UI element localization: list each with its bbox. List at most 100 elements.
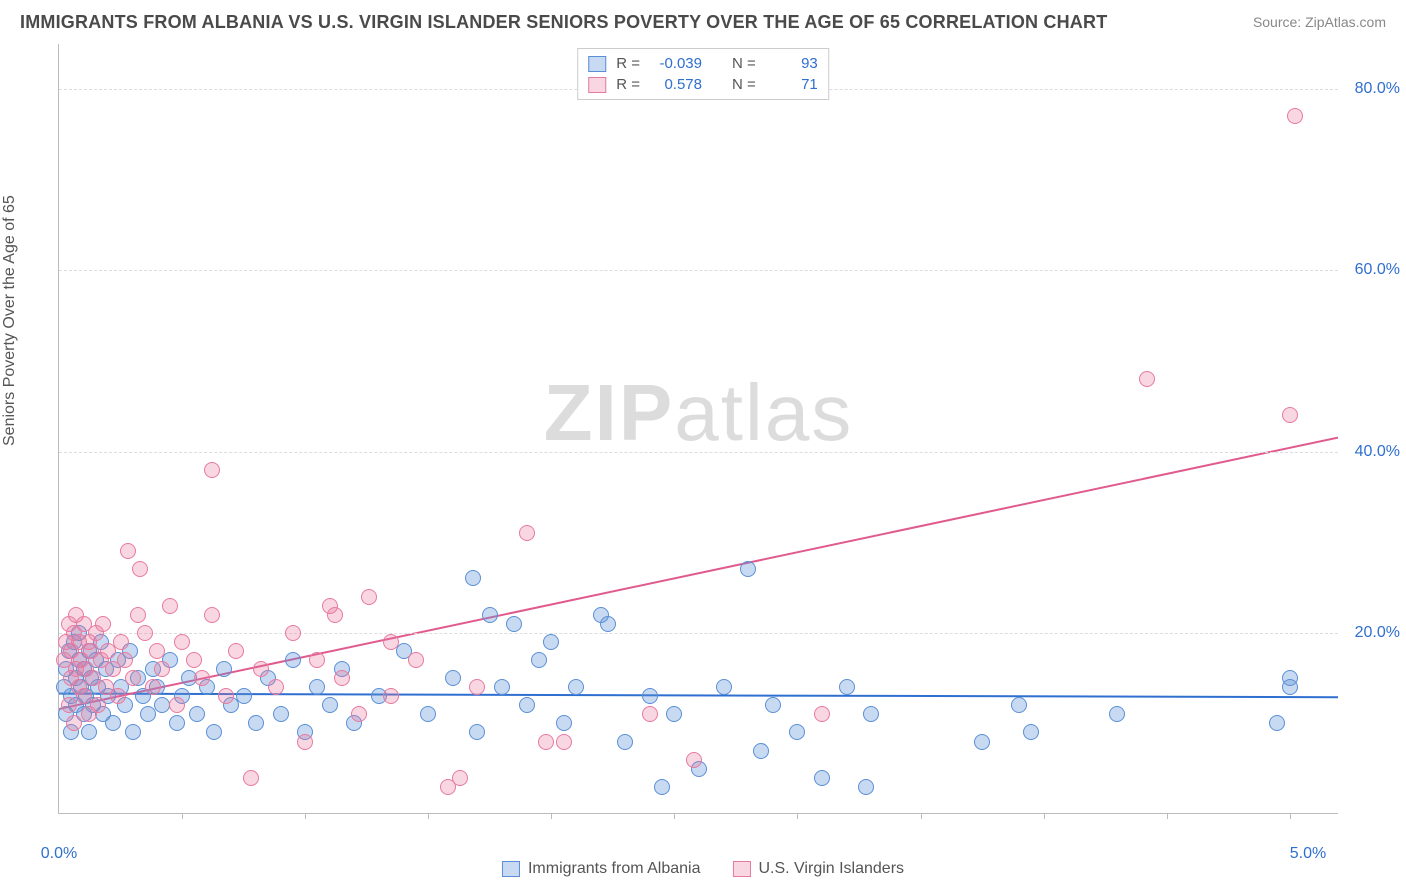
x-tick [1044,813,1045,819]
data-point-usvi [194,670,210,686]
n-value: 71 [766,76,818,93]
r-label: R = [616,55,640,72]
data-point-usvi [1287,108,1303,124]
y-tick-label: 80.0% [1355,80,1400,98]
data-point-usvi [113,634,129,650]
n-label: N = [732,76,756,93]
data-point-usvi [538,734,554,750]
data-point-albania [568,679,584,695]
trend-line-usvi [59,438,1338,709]
legend-swatch-usvi [588,77,606,93]
data-point-albania [465,570,481,586]
data-point-usvi [383,688,399,704]
x-tick [921,813,922,819]
data-point-albania [740,561,756,577]
data-point-usvi [132,561,148,577]
data-point-usvi [154,661,170,677]
data-point-usvi [452,770,468,786]
legend-swatch-albania [502,861,520,877]
watermark-bold: ZIP [544,368,674,457]
series-legend-label: Immigrants from Albania [528,860,701,878]
data-point-albania [716,679,732,695]
data-point-albania [506,616,522,632]
grid-line [59,633,1338,634]
data-point-usvi [469,679,485,695]
data-point-usvi [253,661,269,677]
x-min-label: 0.0% [41,845,77,863]
data-point-usvi [162,598,178,614]
data-point-albania [445,670,461,686]
n-label: N = [732,55,756,72]
data-point-usvi [145,679,161,695]
data-point-albania [140,706,156,722]
data-point-usvi [186,652,202,668]
data-point-usvi [556,734,572,750]
legend-swatch-usvi [732,861,750,877]
data-point-albania [519,697,535,713]
data-point-usvi [297,734,313,750]
data-point-usvi [642,706,658,722]
n-value: 93 [766,55,818,72]
data-point-usvi [1139,371,1155,387]
grid-line [59,270,1338,271]
chart-title: IMMIGRANTS FROM ALBANIA VS U.S. VIRGIN I… [20,12,1107,33]
plot-area: ZIPatlas 20.0%40.0%60.0%80.0%0.0%5.0% [58,44,1338,814]
data-point-albania [482,607,498,623]
data-point-usvi [137,625,153,641]
data-point-albania [309,679,325,695]
y-tick-label: 40.0% [1355,443,1400,461]
data-point-usvi [268,679,284,695]
y-tick-label: 20.0% [1355,624,1400,642]
data-point-albania [248,715,264,731]
data-point-usvi [90,697,106,713]
data-point-albania [494,679,510,695]
data-point-usvi [125,670,141,686]
data-point-usvi [408,652,424,668]
data-point-usvi [61,697,77,713]
data-point-albania [617,734,633,750]
data-point-albania [642,688,658,704]
y-axis-label: Seniors Poverty Over the Age of 65 [1,195,19,446]
data-point-usvi [285,625,301,641]
data-point-usvi [95,616,111,632]
data-point-usvi [383,634,399,650]
data-point-usvi [130,607,146,623]
data-point-albania [189,706,205,722]
data-point-usvi [110,688,126,704]
correlation-legend: R =-0.039N =93R =0.578N =71 [577,48,829,100]
data-point-usvi [334,670,350,686]
x-tick [1290,813,1291,819]
source-attribution: Source: ZipAtlas.com [1253,14,1386,30]
data-point-usvi [76,688,92,704]
data-point-albania [666,706,682,722]
data-point-albania [169,715,185,731]
legend-swatch-albania [588,56,606,72]
data-point-albania [556,715,572,731]
grid-line [59,452,1338,453]
x-tick [305,813,306,819]
data-point-albania [322,697,338,713]
data-point-albania [814,770,830,786]
data-point-albania [154,697,170,713]
data-point-albania [216,661,232,677]
data-point-albania [1011,697,1027,713]
x-tick [428,813,429,819]
data-point-albania [285,652,301,668]
data-point-albania [420,706,436,722]
data-point-usvi [204,462,220,478]
data-point-usvi [351,706,367,722]
data-point-usvi [117,652,133,668]
r-value: -0.039 [650,55,702,72]
data-point-albania [543,634,559,650]
chart-container: IMMIGRANTS FROM ALBANIA VS U.S. VIRGIN I… [8,8,1398,884]
data-point-usvi [218,688,234,704]
x-tick [1167,813,1168,819]
x-tick [674,813,675,819]
data-point-albania [531,652,547,668]
data-point-albania [236,688,252,704]
data-point-albania [1109,706,1125,722]
r-value: 0.578 [650,76,702,93]
y-tick-label: 60.0% [1355,261,1400,279]
data-point-albania [839,679,855,695]
data-point-usvi [814,706,830,722]
